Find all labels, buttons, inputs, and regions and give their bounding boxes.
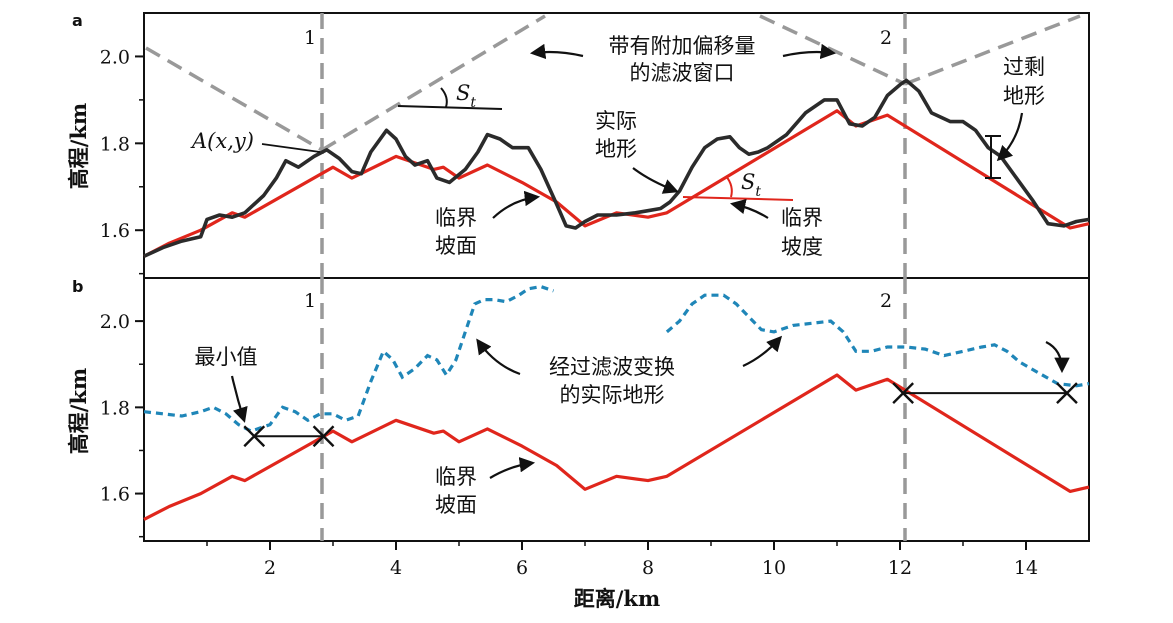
panel-b-critical-slope-line [143, 373, 1090, 521]
x-tick-label: 14 [1014, 557, 1038, 579]
x-ticks: 2 4 6 8 10 12 14 [206, 541, 1038, 579]
filtered-terrain-arrow-far-right [1045, 341, 1070, 374]
minimum-cross-mark [892, 382, 914, 404]
critical-surface-arrow-a [492, 190, 541, 219]
window-1-label-a: 1 [304, 27, 316, 49]
minimum-markers [243, 382, 1078, 448]
window-2-label-a: 2 [880, 27, 892, 49]
critical-surface-label-b-1: 临界 [435, 465, 477, 489]
panel-b-y-tick-label: 1.8 [100, 397, 130, 419]
minimum-label: 最小值 [195, 345, 258, 369]
window-2-label-b: 2 [880, 290, 892, 312]
minimum-cross-mark [312, 425, 335, 448]
x-tick-label: 12 [888, 557, 912, 579]
panel-a-letter: a [72, 11, 83, 30]
window-1-label-b: 1 [304, 290, 316, 312]
critical-surface-label-a-1: 临界 [435, 206, 477, 230]
window-1-left-diagonal [145, 46, 323, 152]
minimum-arrow [230, 375, 248, 423]
actual-terrain-arrow [632, 167, 679, 194]
minimum-cross-mark [243, 425, 266, 448]
window-1-right-diagonal [321, 14, 546, 152]
critical-surface-label-b-2: 坡面 [435, 493, 477, 517]
panel-a-y-tick-label: 1.6 [100, 220, 130, 242]
filtered-terrain-label-1: 经过滤波变换 [549, 355, 675, 379]
critical-slope-label-2: 坡度 [781, 235, 823, 259]
panel-b-y-ticks: 1.6 1.8 2.0 [100, 311, 144, 538]
filtered-terrain-arrow-left [476, 338, 521, 376]
x-axis-label: 距离/km [574, 586, 660, 611]
excess-terrain-label-2: 地形 [1003, 84, 1045, 108]
panel-b-frame [143, 277, 1090, 542]
x-tick-label: 10 [762, 557, 786, 579]
panel-b-ylabel: 高程/km [66, 368, 91, 454]
critical-slope-reference-line [682, 196, 794, 201]
window-caption-line2: 的滤波窗口 [630, 61, 735, 85]
panel-a-y-ticks: 1.6 1.8 2.0 [100, 46, 144, 275]
slope-reference-line-a [397, 105, 503, 110]
x-tick-label: 4 [390, 557, 402, 579]
excess-terrain-arrow [996, 112, 1024, 162]
point-a-leader [261, 143, 321, 153]
excess-terrain-label-1: 过剩 [1003, 55, 1045, 79]
critical-slope-label-1: 临界 [781, 206, 823, 230]
critical-surface-label-a-2: 坡面 [435, 234, 477, 258]
panel-b-letter: b [72, 277, 83, 296]
minimum-cross-mark [1056, 382, 1078, 404]
window-caption-arrow-left [529, 43, 584, 60]
actual-terrain-label-1: 实际 [595, 109, 637, 133]
panel-b-y-tick-label: 1.6 [100, 484, 130, 506]
panel-b-filtered-terrain-right [665, 293, 1090, 388]
x-tick-label: 2 [264, 557, 276, 579]
panel-b-window-lines [320, 278, 907, 541]
point-a-label: A(x,y) [190, 129, 254, 153]
panel-b-y-tick-label: 2.0 [100, 311, 130, 333]
window-caption-line1: 带有附加偏移量 [609, 34, 756, 58]
x-tick-label: 8 [642, 557, 654, 579]
panel-a-y-tick-label: 2.0 [100, 46, 130, 68]
window-caption-arrow-right [782, 43, 837, 60]
critical-slope-angle-arc [725, 175, 733, 198]
panel-a-ylabel: 高程/km [66, 103, 91, 189]
x-tick-label: 6 [516, 557, 528, 579]
filtered-terrain-label-2: 的实际地形 [560, 383, 665, 407]
panel-b-filtered-terrain-left [143, 284, 555, 433]
critical-surface-arrow-b [489, 457, 536, 479]
actual-terrain-label-2: 地形 [595, 137, 637, 161]
slope-angle-arc-a [440, 87, 448, 108]
panel-a-actual-terrain-line [143, 78, 1090, 258]
critical-slope-arrow [729, 199, 769, 219]
panel-a-y-tick-label: 1.8 [100, 133, 130, 155]
slope-symbol-a: St [456, 81, 476, 111]
filtered-terrain-arrow-right [742, 335, 783, 368]
slope-symbol-critical: St [741, 170, 761, 200]
window-2-right-diagonal [904, 14, 1081, 86]
excess-terrain-bracket [985, 135, 1001, 179]
